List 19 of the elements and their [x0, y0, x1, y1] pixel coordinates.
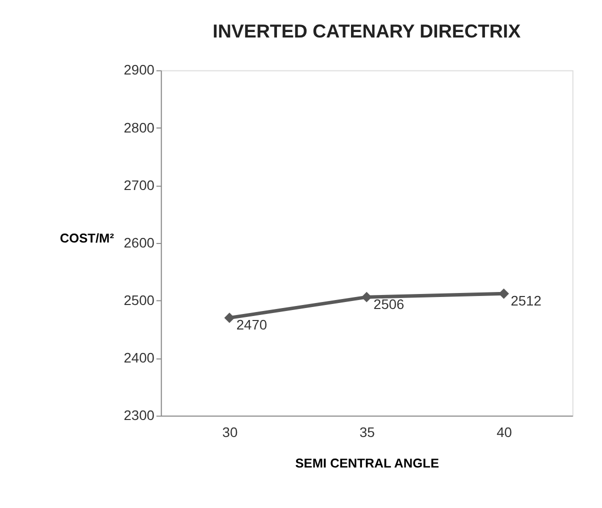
y-axis-title: COST/M² — [60, 230, 114, 246]
point — [224, 312, 235, 323]
y-tick-label: 2500 — [124, 292, 155, 308]
y-tick-label: 2900 — [124, 62, 155, 78]
point — [498, 288, 509, 299]
chart-title: INVERTED CATENARY DIRECTRIX — [212, 20, 522, 42]
data-label: 2470 — [236, 316, 268, 333]
y-tick-label: 2400 — [124, 350, 155, 366]
x-axis-title: SEMI CENTRAL ANGLE — [295, 455, 440, 470]
data-label: 2506 — [374, 296, 405, 312]
x-tick-label: 40 — [496, 424, 512, 440]
x-tick-label: 35 — [359, 424, 376, 440]
y-tick-label: 2800 — [124, 119, 155, 136]
y-tick-label: 2300 — [124, 407, 155, 424]
point — [361, 292, 372, 302]
y-tick-label: 2700 — [124, 176, 155, 193]
data-label: 2512 — [510, 292, 542, 308]
y-tick-label: 2600 — [124, 234, 155, 250]
x-tick-label: 30 — [222, 424, 238, 440]
